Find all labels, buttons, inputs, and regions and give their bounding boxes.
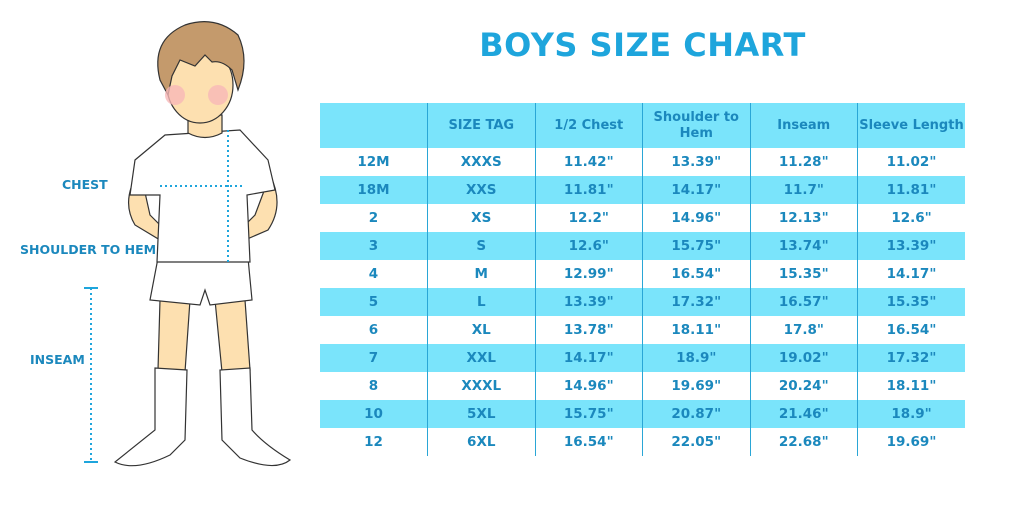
cell-sleeve-length: 14.17"	[857, 260, 965, 288]
table-row: 10 5XL 15.75" 20.87" 21.46" 18.9"	[320, 400, 965, 428]
table-row: 12M XXXS 11.42" 13.39" 11.28" 11.02"	[320, 148, 965, 176]
size-chart-table: SIZE TAG 1/2 Chest Shoulder to Hem Inseam Sl…	[320, 103, 965, 456]
cell-sleeve-length: 11.81"	[857, 176, 965, 204]
cell-half-chest: 13.78"	[534, 316, 643, 344]
cell-inseam: 11.7"	[749, 176, 858, 204]
page-title: BOYS SIZE CHART	[479, 26, 806, 64]
cell-size-tag: S	[427, 232, 535, 260]
cell-inseam: 20.24"	[749, 372, 858, 400]
cell-shoulder-to-hem: 18.9"	[642, 344, 750, 372]
table-row: 4 M 12.99" 16.54" 15.35" 14.17"	[320, 260, 965, 288]
cell-age: 12	[364, 434, 383, 450]
cell-sleeve-length: 11.02"	[857, 148, 965, 176]
cell-inseam: 15.35"	[749, 260, 858, 288]
table-row: 3 S 12.6" 15.75" 13.74" 13.39"	[320, 232, 965, 260]
column-header-sleeve-length: Sleeve Length	[857, 103, 965, 148]
cell-size-tag: XS	[427, 204, 535, 232]
cell-age: 10	[320, 400, 428, 428]
cell-inseam: 16.57"	[749, 288, 858, 316]
cell-sleeve-length: 18.9"	[857, 400, 965, 428]
cell-inseam: 12.13"	[749, 204, 858, 232]
cell-age: 2	[368, 210, 379, 226]
inseam-label: INSEAM	[30, 352, 85, 367]
cell-shoulder-to-hem: 22.05"	[642, 428, 750, 456]
column-header-half-chest: 1/2 Chest	[534, 103, 643, 148]
cell-shoulder-to-hem: 20.87"	[642, 400, 750, 428]
cell-inseam: 19.02"	[749, 344, 858, 372]
cell-age: 7	[320, 344, 428, 372]
cell-age: 4	[368, 266, 379, 282]
table-row: 8 XXXL 14.96" 19.69" 20.24" 18.11"	[320, 372, 965, 400]
cell-size-tag: XXS	[427, 176, 535, 204]
cell-age: 8	[368, 378, 379, 394]
cell-age: 12M	[357, 154, 390, 170]
cell-half-chest: 14.96"	[534, 372, 643, 400]
boy-illustration	[84, 21, 292, 467]
table-row: 5 L 13.39" 17.32" 16.57" 15.35"	[320, 288, 965, 316]
cell-sleeve-length: 17.32"	[857, 344, 965, 372]
cell-sleeve-length: 16.54"	[857, 316, 965, 344]
cell-sleeve-length: 12.6"	[857, 204, 965, 232]
cell-size-tag: XXL	[427, 344, 535, 372]
column-header-age	[320, 103, 428, 148]
cell-shoulder-to-hem: 14.96"	[642, 204, 750, 232]
cell-shoulder-to-hem: 19.69"	[642, 372, 750, 400]
cell-age: 18M	[320, 176, 428, 204]
table-row: 2 XS 12.2" 14.96" 12.13" 12.6"	[320, 204, 965, 232]
cell-inseam: 21.46"	[749, 400, 858, 428]
cell-sleeve-length: 19.69"	[857, 428, 965, 456]
cell-age: 3	[320, 232, 428, 260]
cell-shoulder-to-hem: 16.54"	[642, 260, 750, 288]
cell-half-chest: 12.2"	[534, 204, 643, 232]
table-row: 12 6XL 16.54" 22.05" 22.68" 19.69"	[320, 428, 965, 456]
header-row: SIZE TAG 1/2 Chest Shoulder to Hem Inseam Sl…	[320, 103, 965, 148]
cell-sleeve-length: 13.39"	[857, 232, 965, 260]
column-header-size-tag: SIZE TAG	[427, 103, 535, 148]
shoulder-to-hem-label: SHOULDER TO HEM	[20, 242, 157, 257]
table-row: 18M XXS 11.81" 14.17" 11.7" 11.81"	[320, 176, 965, 204]
table-row: 6 XL 13.78" 18.11" 17.8" 16.54"	[320, 316, 965, 344]
column-header-inseam: Inseam	[749, 103, 858, 148]
cell-shoulder-to-hem: 18.11"	[642, 316, 750, 344]
cell-sleeve-length: 18.11"	[857, 372, 965, 400]
chest-label: CHEST	[62, 177, 108, 192]
cell-size-tag: 6XL	[427, 428, 535, 456]
cell-sleeve-length: 15.35"	[857, 288, 965, 316]
cell-size-tag: M	[427, 260, 535, 288]
cell-size-tag: XL	[427, 316, 535, 344]
cell-size-tag: 5XL	[427, 400, 535, 428]
cell-half-chest: 15.75"	[534, 400, 643, 428]
cell-inseam: 22.68"	[749, 428, 858, 456]
cell-half-chest: 14.17"	[534, 344, 643, 372]
cell-half-chest: 11.42"	[534, 148, 643, 176]
cell-half-chest: 12.99"	[534, 260, 643, 288]
cell-size-tag: XXXS	[427, 148, 535, 176]
column-header-shoulder-to-hem: Shoulder to Hem	[642, 103, 750, 148]
cell-inseam: 13.74"	[749, 232, 858, 260]
cell-half-chest: 13.39"	[534, 288, 643, 316]
cell-inseam: 11.28"	[749, 148, 858, 176]
cell-half-chest: 11.81"	[534, 176, 643, 204]
cell-half-chest: 16.54"	[534, 428, 643, 456]
cell-shoulder-to-hem: 17.32"	[642, 288, 750, 316]
cell-size-tag: XXXL	[427, 372, 535, 400]
table-row: 7 XXL 14.17" 18.9" 19.02" 17.32"	[320, 344, 965, 372]
cell-shoulder-to-hem: 15.75"	[642, 232, 750, 260]
cell-half-chest: 12.6"	[534, 232, 643, 260]
cell-age: 5	[320, 288, 428, 316]
cell-inseam: 17.8"	[749, 316, 858, 344]
cell-shoulder-to-hem: 13.39"	[642, 148, 750, 176]
cell-size-tag: L	[427, 288, 535, 316]
cell-age: 6	[368, 322, 379, 338]
cell-shoulder-to-hem: 14.17"	[642, 176, 750, 204]
